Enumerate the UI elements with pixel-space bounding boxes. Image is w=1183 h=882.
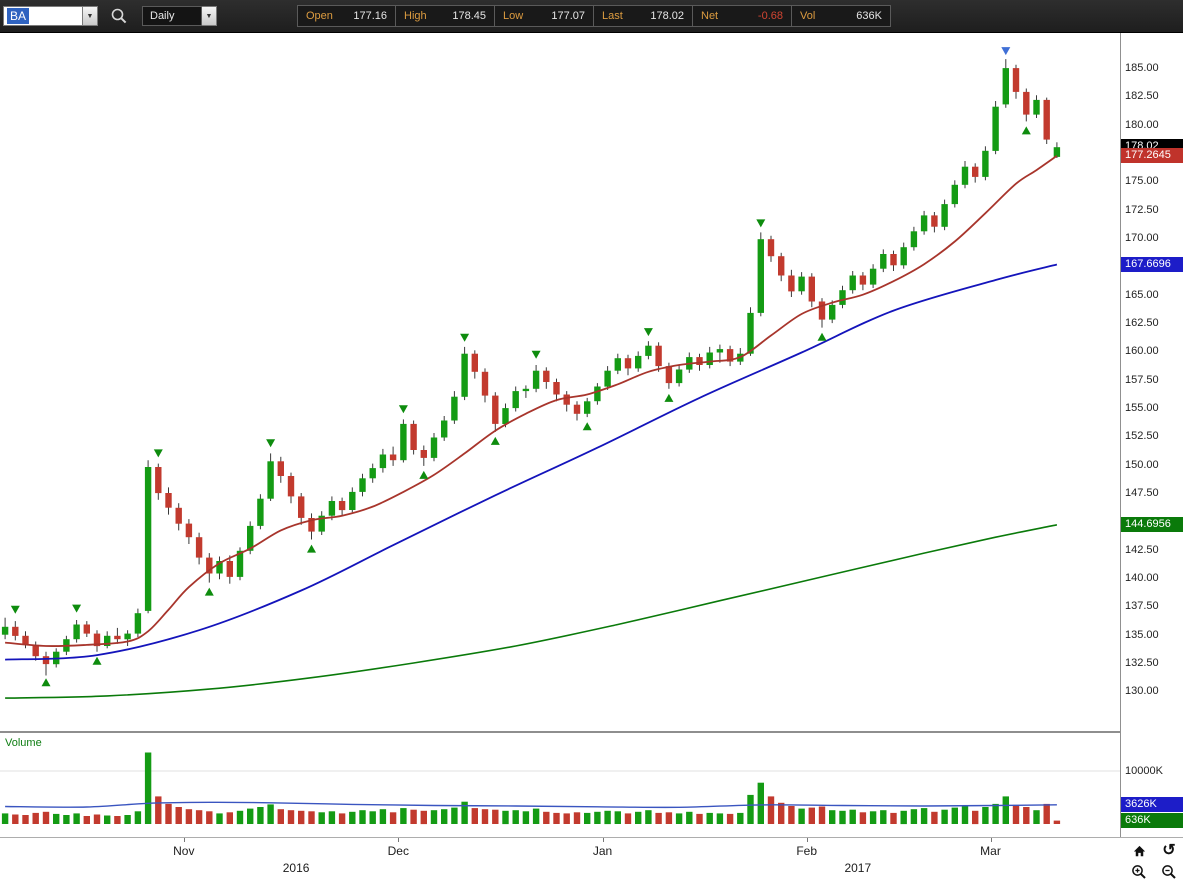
chart-nav-buttons: ↺ [1126,841,1182,882]
quote-label: Open [306,10,333,22]
zoom-in-button[interactable] [1126,862,1152,882]
year-label: 2016 [282,861,310,875]
month-tick [183,838,185,842]
quote-label: Low [503,10,524,22]
price-axis-label: 182.50 [1125,90,1159,103]
quote-label: High [404,10,427,22]
quote-label: Net [701,10,719,22]
quote-value: 177.07 [551,10,585,22]
timeframe-box: Daily ▼ [142,6,217,26]
price-axis-label: 165.00 [1125,288,1159,301]
price-axis[interactable]: 185.00 182.50 180.00 175.00 172.50 170.00 165.… [1121,33,1183,837]
volume-pane-label: Volume [5,737,42,749]
symbol-text: BA [7,8,30,24]
quote-open: Open 177.16 [297,5,396,27]
quote-label: Vol [800,10,816,22]
month-label: Dec [387,844,409,858]
price-axis-label: 152.50 [1125,430,1159,443]
quote-net: Net -0.68 [693,5,792,27]
quote-value: 178.02 [650,10,684,22]
toolbar: BA ▼ Daily ▼ Open 177.16 High 178.45 Low 177.… [0,0,1183,33]
chevron-down-icon: ▼ [205,12,213,20]
quote-label: Last [602,10,623,22]
price-axis-label: 175.00 [1125,175,1159,188]
volume-axis-label: 10000K [1125,765,1163,777]
price-axis-label: 150.00 [1125,458,1159,471]
price-axis-badge: 177.2645 [1121,147,1183,163]
month-label: Mar [980,844,1001,858]
month-label: Jan [592,844,613,858]
chevron-down-icon: ▼ [86,12,94,20]
price-axis-label: 130.00 [1125,685,1159,698]
price-axis-label: 185.00 [1125,62,1159,75]
volume-axis-badge: 636K [1121,812,1183,828]
price-chart-svg[interactable] [0,33,1120,731]
quote-value: 178.45 [452,10,486,22]
month-tick [602,838,604,842]
month-tick [990,838,992,842]
price-axis-label: 157.50 [1125,373,1159,386]
quote-vol: Vol 636K [792,5,891,27]
price-axis-label: 170.00 [1125,232,1159,245]
volume-axis-badge: 3626K [1121,796,1183,812]
volume-chart-svg[interactable] [0,733,1120,837]
undo-icon: ↺ [1162,842,1176,859]
month-label: Nov [173,844,195,858]
price-axis-label: 137.50 [1125,600,1159,613]
symbol-box: BA ▼ [3,6,98,26]
year-label: 2017 [844,861,872,875]
axis-separator-line [1120,33,1121,837]
symbol-dropdown-button[interactable]: ▼ [83,6,98,26]
home-icon [1133,845,1145,856]
search-icon [111,8,127,24]
price-axis-label: 160.00 [1125,345,1159,358]
month-label: Feb [796,844,818,858]
price-axis-label: 147.50 [1125,487,1159,500]
timeframe-select[interactable]: Daily [142,6,202,26]
price-axis-label: 132.50 [1125,657,1159,669]
quote-high: High 178.45 [396,5,495,27]
price-axis-label: 180.00 [1125,118,1159,131]
zoom-out-button[interactable] [1156,862,1182,882]
month-tick [398,838,400,842]
price-axis-label: 155.00 [1125,402,1159,415]
quote-value: 177.16 [353,10,387,22]
quote-value: -0.68 [757,10,783,22]
zoom-out-icon [1162,865,1176,879]
price-axis-label: 162.50 [1125,317,1159,330]
price-axis-label: 140.00 [1125,572,1159,585]
zoom-in-icon [1132,865,1146,879]
pane-divider[interactable] [0,731,1183,733]
quote-last: Last 178.02 [594,5,693,27]
timeframe-dropdown-button[interactable]: ▼ [202,6,217,26]
date-axis[interactable]: Nov Dec Jan Feb Mar 2016 2017 [0,837,1183,882]
price-axis-label: 135.00 [1125,628,1159,641]
undo-button[interactable]: ↺ [1156,841,1182,861]
month-tick [806,838,808,842]
home-button[interactable] [1126,841,1152,861]
search-button[interactable] [110,6,128,26]
quote-strip: Open 177.16 High 178.45 Low 177.07 Last 178.02 N… [297,5,891,27]
price-axis-badge: 167.6696 [1121,256,1183,272]
quote-value: 636K [856,10,882,22]
price-axis-badge: 144.6956 [1121,516,1183,532]
price-axis-label: 142.50 [1125,543,1159,556]
symbol-input[interactable]: BA [3,6,83,26]
quote-low: Low 177.07 [495,5,594,27]
price-axis-label: 172.50 [1125,203,1159,216]
